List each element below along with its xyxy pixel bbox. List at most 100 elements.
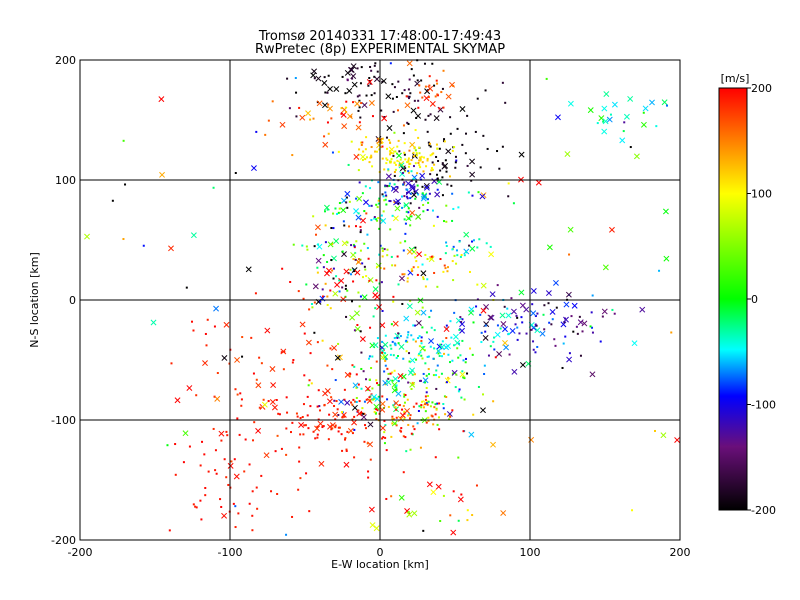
data-point: [142, 244, 145, 247]
data-point: [435, 408, 438, 411]
data-point: [426, 355, 429, 358]
data-point: [312, 117, 315, 120]
data-point: [374, 150, 377, 153]
data-point: [213, 305, 220, 312]
data-point: [349, 314, 356, 321]
data-point: [542, 313, 545, 316]
data-point: [295, 91, 298, 94]
data-point: [404, 222, 407, 225]
data-point: [388, 139, 391, 142]
data-point: [381, 255, 384, 258]
data-point: [428, 316, 431, 319]
data-point: [382, 436, 385, 439]
data-point: [389, 228, 392, 231]
data-point: [380, 214, 383, 217]
data-point: [269, 366, 276, 372]
data-point: [395, 95, 398, 98]
data-point: [563, 301, 570, 308]
data-point: [321, 288, 324, 291]
data-point: [536, 312, 539, 315]
data-point: [385, 449, 388, 452]
data-point: [391, 264, 394, 267]
y-axis-ticks: -200 -100 0 100 200: [51, 54, 76, 547]
data-point: [349, 268, 352, 271]
data-point: [383, 431, 386, 434]
data-point: [430, 309, 433, 312]
data-point: [206, 318, 209, 321]
data-point: [498, 167, 501, 170]
data-point: [255, 378, 258, 381]
data-point: [509, 327, 516, 334]
data-point: [294, 77, 297, 80]
data-point: [341, 416, 344, 419]
data-point: [373, 216, 376, 219]
data-point: [572, 330, 575, 333]
data-point: [489, 291, 496, 298]
data-point: [465, 251, 468, 254]
data-point: [489, 345, 492, 348]
data-point: [408, 360, 411, 363]
data-point: [207, 470, 210, 473]
data-point: [438, 354, 441, 357]
data-point: [387, 405, 390, 408]
data-point: [503, 344, 510, 351]
data-point: [396, 152, 402, 159]
data-point: [494, 356, 497, 359]
data-point: [346, 206, 349, 209]
data-point: [507, 195, 510, 198]
data-point: [324, 282, 327, 285]
data-point: [227, 462, 234, 469]
data-point: [451, 409, 454, 412]
data-point: [424, 395, 427, 398]
data-point: [291, 421, 294, 424]
data-point: [528, 436, 535, 443]
data-point: [370, 154, 373, 157]
data-point: [426, 208, 429, 211]
data-point: [384, 184, 387, 187]
data-point: [344, 106, 347, 109]
colorbar-ticks: 200 100 0 -100 -200: [747, 82, 776, 517]
data-point: [449, 116, 452, 119]
data-point: [561, 366, 564, 369]
data-point: [310, 72, 317, 79]
data-point: [369, 458, 372, 461]
data-point: [305, 110, 312, 117]
data-point: [359, 153, 366, 160]
data-point: [471, 194, 474, 197]
data-point: [326, 295, 329, 298]
data-point: [383, 115, 386, 118]
data-point: [423, 184, 430, 191]
data-point: [410, 159, 413, 162]
data-point: [480, 341, 483, 344]
data-point: [485, 242, 488, 245]
data-point: [407, 157, 410, 160]
data-point: [303, 424, 306, 427]
data-point: [298, 446, 301, 449]
data-point: [430, 167, 433, 170]
data-point: [398, 163, 401, 166]
data-point: [399, 429, 402, 432]
data-point: [575, 325, 578, 328]
data-point: [414, 256, 417, 259]
data-point: [396, 336, 399, 339]
data-point: [407, 511, 410, 514]
data-point: [598, 115, 605, 122]
data-point: [343, 415, 346, 418]
data-point: [419, 446, 422, 449]
data-point: [463, 377, 466, 380]
data-point: [428, 144, 431, 147]
data-point: [362, 412, 365, 415]
data-point: [424, 362, 427, 365]
data-point: [420, 336, 423, 339]
data-point: [377, 202, 380, 205]
data-point: [496, 350, 503, 357]
data-point: [243, 470, 246, 473]
data-point: [545, 290, 552, 297]
data-point: [389, 149, 392, 152]
data-point: [361, 141, 364, 144]
data-point: [205, 344, 208, 347]
data-point: [472, 413, 475, 416]
data-point: [363, 199, 369, 206]
data-point: [391, 418, 394, 421]
data-point: [531, 303, 534, 306]
